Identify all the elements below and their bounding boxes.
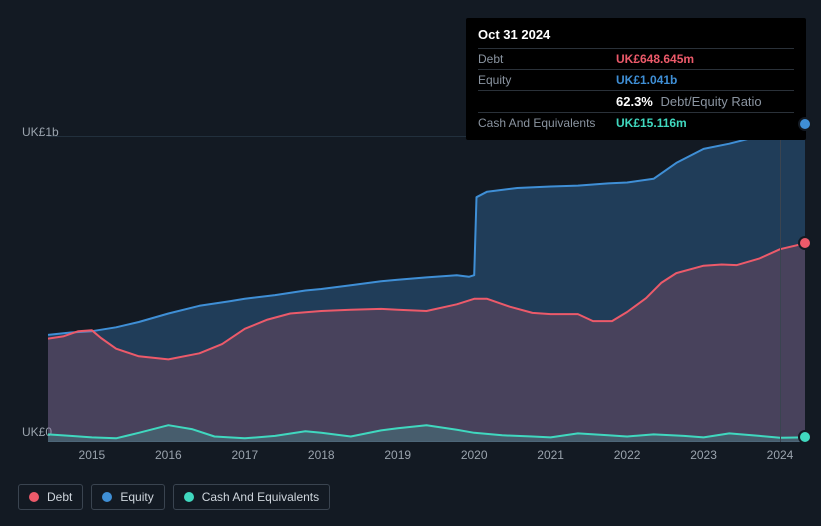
series-end-dot-cash — [800, 432, 810, 442]
series-end-dot-debt — [800, 238, 810, 248]
legend-label-debt: Debt — [47, 490, 72, 504]
legend-dot-debt — [29, 492, 39, 502]
chart-tooltip: Oct 31 2024 Debt UK£648.645m Equity UK£1… — [466, 18, 806, 140]
tooltip-debt-label: Debt — [478, 51, 616, 67]
legend-item-equity[interactable]: Equity — [91, 484, 164, 510]
tooltip-equity-label: Equity — [478, 72, 616, 88]
x-axis: 2015 2016 2017 2018 2019 2020 2021 2022 2023 2024 — [48, 448, 805, 466]
x-tick-2020: 2020 — [461, 448, 488, 462]
legend-item-cash[interactable]: Cash And Equivalents — [173, 484, 330, 510]
x-tick-2024: 2024 — [767, 448, 794, 462]
legend-item-debt[interactable]: Debt — [18, 484, 83, 510]
tooltip-equity-value: UK£1.041b — [616, 72, 677, 88]
tooltip-ratio-label: Debt/Equity Ratio — [661, 94, 762, 109]
x-tick-2022: 2022 — [614, 448, 641, 462]
x-tick-2018: 2018 — [308, 448, 335, 462]
x-tick-2023: 2023 — [690, 448, 717, 462]
series-end-dot-equity — [800, 119, 810, 129]
tooltip-ratio-spacer — [478, 93, 616, 111]
legend-label-equity: Equity — [120, 490, 153, 504]
chart-hover-line — [780, 136, 781, 442]
tooltip-ratio-value: 62.3% — [616, 94, 653, 109]
legend: Debt Equity Cash And Equivalents — [18, 484, 330, 510]
x-tick-2017: 2017 — [231, 448, 258, 462]
legend-label-cash: Cash And Equivalents — [202, 490, 319, 504]
tooltip-date: Oct 31 2024 — [478, 26, 794, 48]
legend-dot-equity — [102, 492, 112, 502]
x-tick-2016: 2016 — [155, 448, 182, 462]
chart-area[interactable] — [48, 136, 805, 442]
x-tick-2021: 2021 — [537, 448, 564, 462]
x-tick-2019: 2019 — [384, 448, 411, 462]
legend-dot-cash — [184, 492, 194, 502]
x-tick-2015: 2015 — [79, 448, 106, 462]
tooltip-cash-value: UK£15.116m — [616, 115, 687, 131]
tooltip-cash-label: Cash And Equivalents — [478, 115, 616, 131]
tooltip-debt-value: UK£648.645m — [616, 51, 694, 67]
